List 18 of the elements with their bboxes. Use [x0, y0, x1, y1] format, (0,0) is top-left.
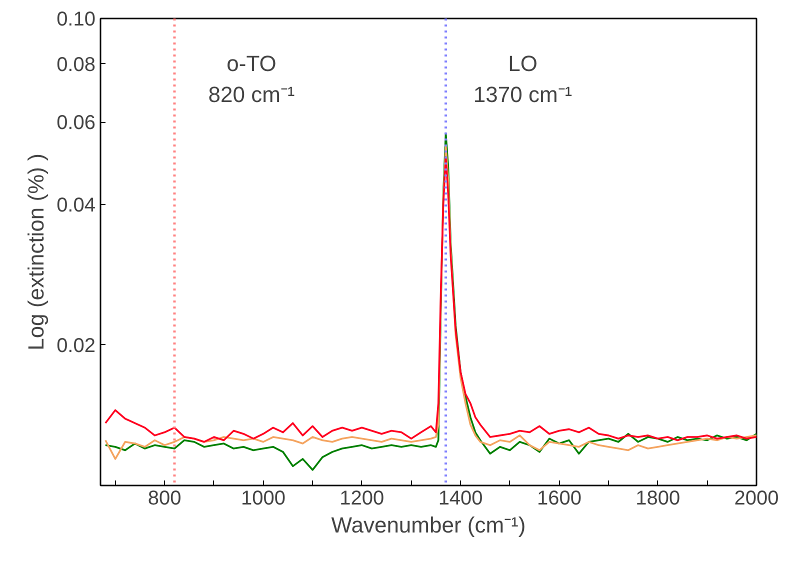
- y-tick-label: 0.04: [56, 194, 96, 216]
- y-tick-label: 0.02: [56, 334, 96, 357]
- x-tick-label: 2000: [734, 488, 779, 510]
- x-tick-label: 1200: [340, 488, 384, 510]
- y-tick-label: 0.08: [56, 54, 96, 76]
- annotation: LO: [508, 51, 538, 76]
- x-axis-title: Wavenumber (cm⁻¹): [331, 512, 526, 538]
- annotation: o-TO: [226, 51, 276, 76]
- x-tick-label: 800: [148, 488, 182, 510]
- x-tick-label: 1800: [636, 488, 680, 510]
- y-tick-label: 0.06: [56, 112, 96, 134]
- annotation: 1370 cm⁻¹: [473, 82, 572, 107]
- x-tick-label: 1000: [241, 488, 286, 510]
- annotation: 820 cm⁻¹: [208, 82, 295, 107]
- y-axis-title: Log (extinction (%) ): [24, 154, 49, 350]
- y-tick-label: 0.10: [56, 8, 96, 30]
- x-tick-label: 1400: [438, 488, 483, 510]
- x-tick-label: 1600: [536, 488, 582, 510]
